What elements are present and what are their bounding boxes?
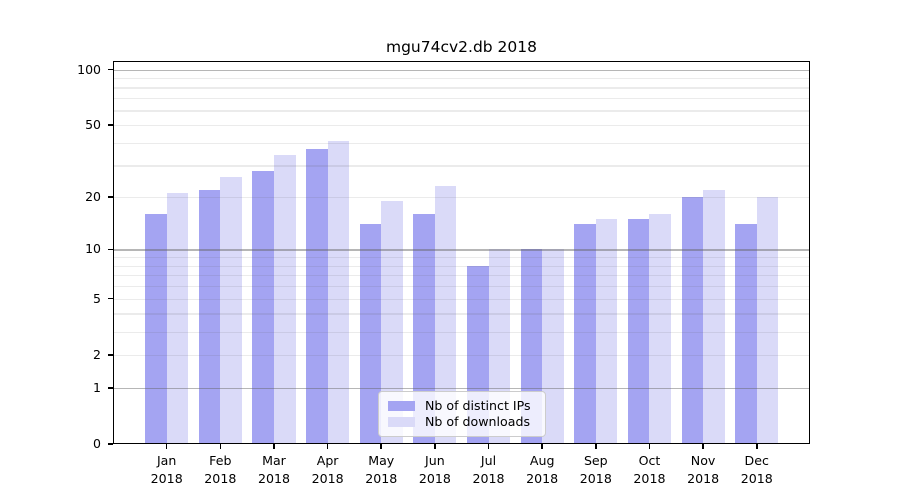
x-tick-mark <box>648 444 651 449</box>
bar-may-ips <box>359 224 382 444</box>
bar-nov-ips <box>681 196 704 444</box>
y-tick-mark <box>107 297 113 300</box>
chart-title: mgu74cv2.db 2018 <box>385 38 538 56</box>
x-tick-label: May 2018 <box>365 453 398 486</box>
minor-gridline <box>113 354 810 357</box>
x-tick-mark <box>434 444 436 449</box>
minor-gridline <box>113 331 810 333</box>
minor-gridline <box>113 265 810 267</box>
x-tick-label: Feb 2018 <box>204 453 237 486</box>
legend-label: Nb of distinct IPs <box>425 398 531 413</box>
x-tick-label: Sep 2018 <box>579 453 612 486</box>
x-tick-mark <box>380 444 383 449</box>
bar-jun-downloads <box>434 186 457 444</box>
bar-mar-ips <box>252 170 274 444</box>
minor-gridline <box>113 110 810 112</box>
bar-jun-ips <box>413 214 435 444</box>
y-tick-label: 50 <box>85 116 101 132</box>
bar-jan-ips <box>145 214 167 444</box>
y-tick-mark <box>107 68 113 71</box>
y-tick-mark <box>107 124 113 126</box>
x-tick-mark <box>755 444 758 449</box>
x-tick-label: Jun 2018 <box>418 453 451 486</box>
bar-oct-ips <box>627 219 650 444</box>
major-gridline <box>113 387 810 389</box>
major-gridline <box>113 69 810 71</box>
legend: Nb of distinct IPs Nb of downloads <box>378 391 546 437</box>
bar-feb-downloads <box>220 176 242 444</box>
bar-aug-downloads <box>542 249 564 444</box>
y-tick-mark <box>107 443 113 445</box>
x-tick-mark <box>702 444 704 449</box>
x-tick-label: Oct 2018 <box>633 453 666 486</box>
x-tick-label: Nov 2018 <box>687 453 720 486</box>
minor-gridline <box>113 298 810 300</box>
bar-oct-downloads <box>649 214 672 444</box>
y-tick-label: 5 <box>93 290 101 306</box>
bar-dec-downloads <box>756 196 779 444</box>
minor-gridline <box>113 142 810 144</box>
y-tick-mark <box>107 354 113 356</box>
minor-gridline <box>113 313 810 315</box>
y-tick-label: 100 <box>77 61 101 77</box>
x-tick-mark <box>326 444 329 449</box>
bar-apr-ips <box>306 148 328 444</box>
bar-jan-downloads <box>166 193 189 444</box>
y-tick-label: 0 <box>93 436 101 451</box>
minor-gridline <box>113 98 810 100</box>
bar-feb-ips <box>198 189 221 444</box>
legend-entry-distinct-ips: Nb of distinct IPs <box>388 398 536 414</box>
bar-dec-ips <box>735 224 757 444</box>
bar-nov-downloads <box>703 189 725 444</box>
y-tick-label: 1 <box>93 379 101 395</box>
x-tick-label: Jan 2018 <box>150 453 183 486</box>
bar-sep-downloads <box>595 219 618 444</box>
minor-gridline <box>113 87 810 89</box>
y-tick-label: 2 <box>93 346 101 362</box>
legend-swatch-distinct-ips <box>388 401 415 411</box>
x-tick-mark <box>541 444 543 449</box>
x-tick-label: Aug 2018 <box>526 453 559 486</box>
bar-apr-downloads <box>327 140 350 444</box>
bar-may-downloads <box>381 200 403 444</box>
minor-gridline <box>113 196 810 199</box>
y-tick-mark <box>107 196 113 198</box>
y-tick-label: 20 <box>85 188 101 204</box>
legend-entry-downloads: Nb of downloads <box>388 414 536 430</box>
major-gridline <box>113 249 810 251</box>
x-tick-label: Dec 2018 <box>740 453 773 486</box>
x-tick-label: Mar 2018 <box>257 453 290 486</box>
minor-gridline <box>113 77 810 80</box>
y-tick-label: 10 <box>85 241 101 257</box>
x-tick-mark <box>219 444 222 449</box>
x-tick-mark <box>487 444 490 449</box>
x-tick-label: Apr 2018 <box>311 453 344 486</box>
bar-sep-ips <box>574 224 596 444</box>
minor-gridline <box>113 124 810 127</box>
x-tick-mark <box>165 444 168 449</box>
legend-label: Nb of downloads <box>425 414 531 429</box>
x-tick-label: Jul 2018 <box>472 453 505 486</box>
legend-swatch-downloads <box>388 417 415 427</box>
x-tick-mark <box>595 444 597 449</box>
minor-gridline <box>113 165 810 167</box>
minor-gridline <box>113 286 810 288</box>
plot-area <box>113 61 810 444</box>
y-tick-mark <box>107 386 113 389</box>
bar-mar-downloads <box>273 155 296 444</box>
x-tick-mark <box>273 444 275 449</box>
minor-gridline <box>113 275 810 277</box>
y-tick-mark <box>107 248 113 251</box>
minor-gridline <box>113 257 810 259</box>
